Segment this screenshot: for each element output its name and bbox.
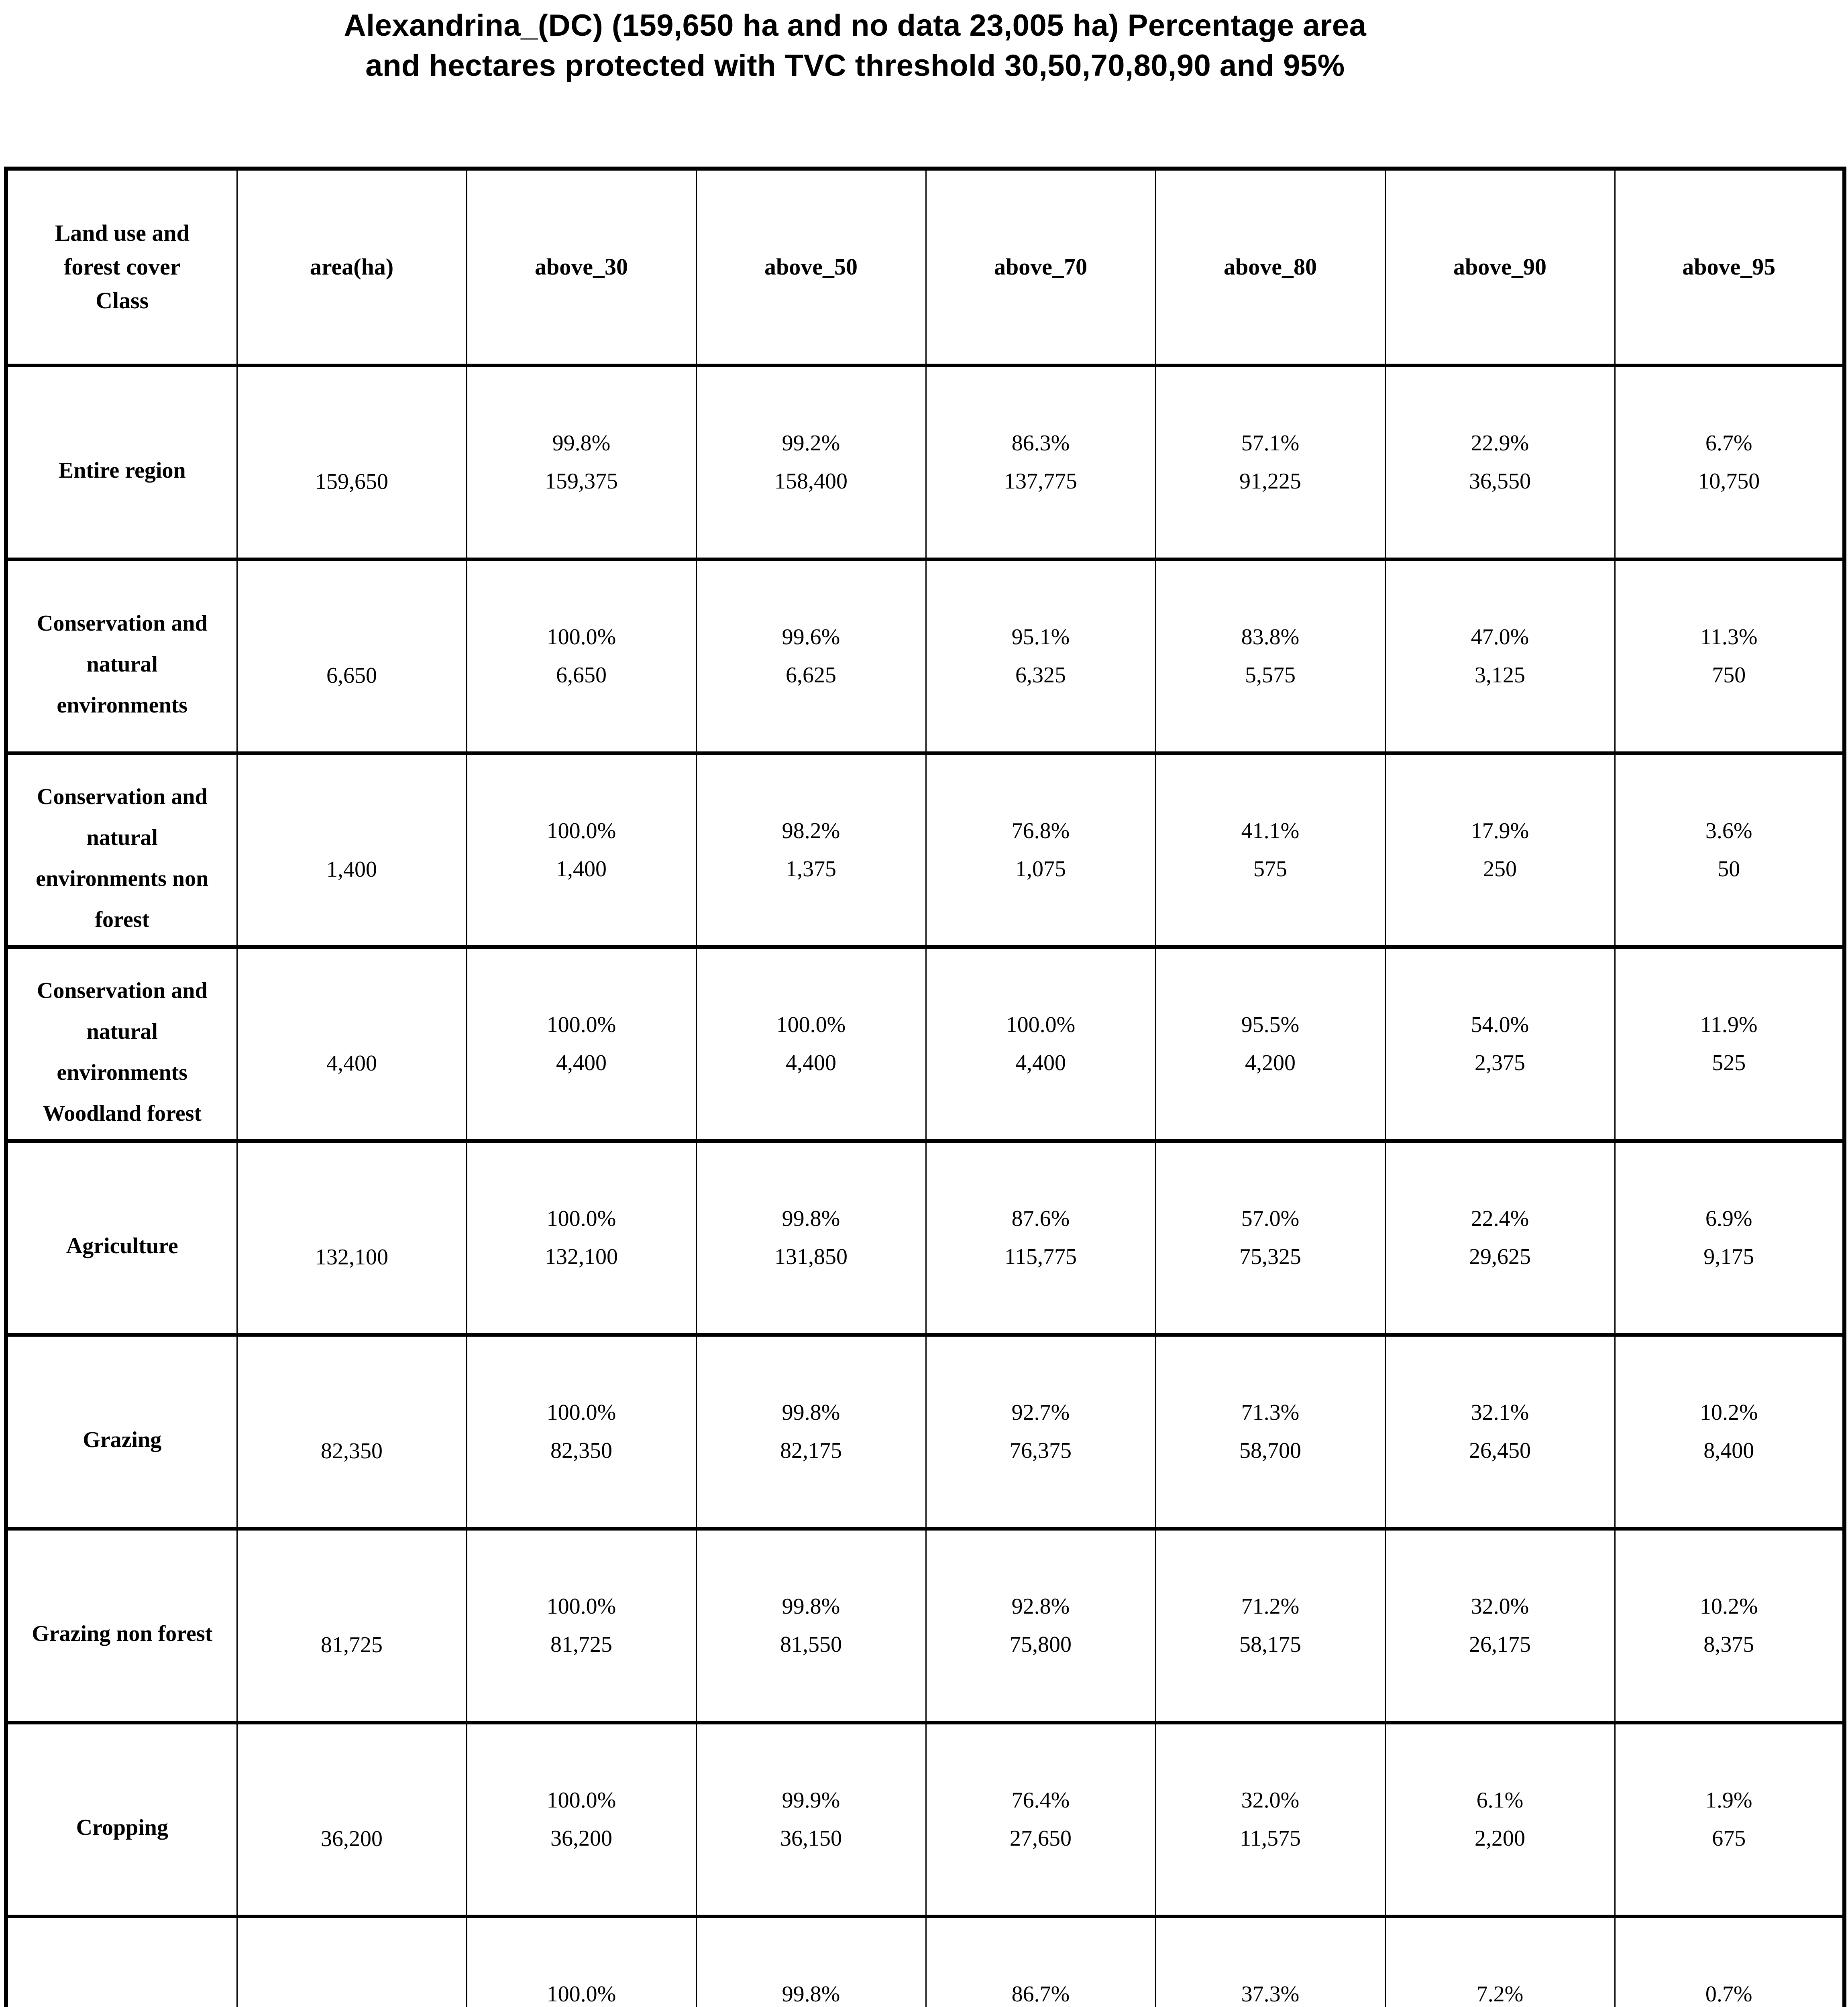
table-row: Grazing 82,350 100.0% 82,350 99.8% 82,175 …	[5, 1333, 1845, 1531]
above-70-cell: 76.4% 27,650	[925, 1720, 1156, 1918]
above-80-cell: 57.0% 75,325	[1155, 1139, 1386, 1337]
above-50-cell: 99.9% 36,150	[695, 1720, 927, 1918]
area-cell: 81,725	[236, 1527, 467, 1724]
area-cell: 13,550	[236, 1914, 467, 2007]
above-90-cell: 32.0% 26,175	[1384, 1527, 1616, 1724]
above-50-cell: 99.8% 131,850	[695, 1139, 927, 1337]
area-cell: 132,100	[236, 1139, 467, 1337]
above-80-cell: 83.8% 5,575	[1155, 557, 1386, 755]
row-label-cell: Entire region	[5, 363, 238, 561]
row-label-cell: Cropping	[5, 1720, 238, 1918]
table-row: Conservation and natural environments no…	[5, 751, 1845, 949]
above-30-cell: 99.8% 159,375	[466, 363, 697, 561]
above-30-cell: 100.0% 1,400	[466, 751, 697, 949]
row-label-cell: Conservation and natural environments no…	[5, 751, 238, 949]
above-90-cell: 17.9% 250	[1384, 751, 1616, 949]
above-95-cell: 10.2% 8,400	[1614, 1333, 1845, 1531]
above-50-cell: 99.6% 6,625	[695, 557, 927, 755]
above-70-cell: 86.3% 137,775	[925, 363, 1156, 561]
col-header-above30: above_30	[466, 167, 697, 367]
table-row: Conservation and natural environments Wo…	[5, 945, 1845, 1143]
above-95-cell: 11.9% 525	[1614, 945, 1845, 1143]
area-cell: 159,650	[236, 363, 467, 561]
title-line-1: Alexandrina_(DC) (159,650 ha and no data…	[344, 8, 1367, 43]
above-70-cell: 76.8% 1,075	[925, 751, 1156, 949]
col-header-area: area(ha)	[236, 167, 467, 367]
col-header-above95: above_95	[1614, 167, 1845, 367]
row-label-cell: Grazing	[5, 1333, 238, 1531]
above-30-cell: 100.0% 132,100	[466, 1139, 697, 1337]
above-80-cell: 71.3% 58,700	[1155, 1333, 1386, 1531]
above-90-cell: 47.0% 3,125	[1384, 557, 1616, 755]
title-line-2: and hectares protected with TVC threshol…	[365, 49, 1345, 83]
above-95-cell: 1.9% 675	[1614, 1720, 1845, 1918]
above-95-cell: 6.9% 9,175	[1614, 1139, 1845, 1337]
table-row: Entire region 159,650 99.8% 159,375 99.2%…	[5, 363, 1845, 561]
above-80-cell: 37.3%5,050	[1155, 1914, 1386, 2007]
above-70-cell: 92.7% 76,375	[925, 1333, 1156, 1531]
col-header-above90: above_90	[1384, 167, 1616, 367]
page-title: Alexandrina_(DC) (159,650 ha and no data…	[0, 6, 1710, 86]
header-row: Land use and forest cover Class area(ha)…	[5, 167, 1845, 367]
above-95-cell: 6.7% 10,750	[1614, 363, 1845, 561]
above-80-cell: 32.0% 11,575	[1155, 1720, 1386, 1918]
area-cell: 36,200	[236, 1720, 467, 1918]
above-95-cell: 3.6% 50	[1614, 751, 1845, 949]
above-50-cell: 99.2% 158,400	[695, 363, 927, 561]
above-30-cell: 100.0% 36,200	[466, 1720, 697, 1918]
row-label-cell: Conservation and natural environments	[5, 557, 238, 755]
above-80-cell: 57.1% 91,225	[1155, 363, 1386, 561]
above-50-cell: 99.8%13,525	[695, 1914, 927, 2007]
row-label-cell: Grazing non forest	[5, 1527, 238, 1724]
row-label-cell: Agriculture	[5, 1139, 238, 1337]
above-80-cell: 95.5% 4,200	[1155, 945, 1386, 1143]
tvc-threshold-table: Land use and forest cover Class area(ha)…	[4, 167, 1846, 2007]
above-95-cell: 11.3% 750	[1614, 557, 1845, 755]
above-95-cell: 10.2% 8,375	[1614, 1527, 1845, 1724]
area-cell: 6,650	[236, 557, 467, 755]
col-header-class: Land use and forest cover Class	[5, 167, 238, 367]
above-90-cell: 22.4% 29,625	[1384, 1139, 1616, 1337]
table-row: Conservation and natural environments 6,…	[5, 557, 1845, 755]
above-30-cell: 100.0% 4,400	[466, 945, 697, 1143]
above-80-cell: 41.1% 575	[1155, 751, 1386, 949]
above-30-cell: 100.0%13,550	[466, 1914, 697, 2007]
above-70-cell: 100.0% 4,400	[925, 945, 1156, 1143]
above-90-cell: 6.1% 2,200	[1384, 1720, 1616, 1918]
above-50-cell: 99.8% 82,175	[695, 1333, 927, 1531]
col-header-above50: above_50	[695, 167, 927, 367]
area-cell: 82,350	[236, 1333, 467, 1531]
table-row: Irrigation 13,550 100.0%13,550 99.8%13,5…	[5, 1914, 1845, 2007]
col-header-above70: above_70	[925, 167, 1156, 367]
above-70-cell: 95.1% 6,325	[925, 557, 1156, 755]
above-70-cell: 92.8% 75,800	[925, 1527, 1156, 1724]
area-cell: 4,400	[236, 945, 467, 1143]
table-row: Cropping 36,200 100.0% 36,200 99.9% 36,150…	[5, 1720, 1845, 1918]
col-header-above80: above_80	[1155, 167, 1386, 367]
above-70-cell: 87.6% 115,775	[925, 1139, 1156, 1337]
above-30-cell: 100.0% 82,350	[466, 1333, 697, 1531]
row-label-cell: Conservation and natural environments Wo…	[5, 945, 238, 1143]
above-90-cell: 32.1% 26,450	[1384, 1333, 1616, 1531]
table-row: Agriculture 132,100 100.0% 132,100 99.8% 1…	[5, 1139, 1845, 1337]
table-row: Grazing non forest 81,725 100.0% 81,725 9…	[5, 1527, 1845, 1724]
above-50-cell: 98.2% 1,375	[695, 751, 927, 949]
above-80-cell: 71.2% 58,175	[1155, 1527, 1386, 1724]
above-30-cell: 100.0% 81,725	[466, 1527, 697, 1724]
above-70-cell: 86.7%11,750	[925, 1914, 1156, 2007]
above-90-cell: 7.2%975	[1384, 1914, 1616, 2007]
above-90-cell: 22.9% 36,550	[1384, 363, 1616, 561]
area-cell: 1,400	[236, 751, 467, 949]
above-90-cell: 54.0% 2,375	[1384, 945, 1616, 1143]
above-50-cell: 100.0% 4,400	[695, 945, 927, 1143]
above-50-cell: 99.8% 81,550	[695, 1527, 927, 1724]
above-30-cell: 100.0% 6,650	[466, 557, 697, 755]
above-95-cell: 0.7%100	[1614, 1914, 1845, 2007]
row-label-cell: Irrigation	[5, 1914, 238, 2007]
